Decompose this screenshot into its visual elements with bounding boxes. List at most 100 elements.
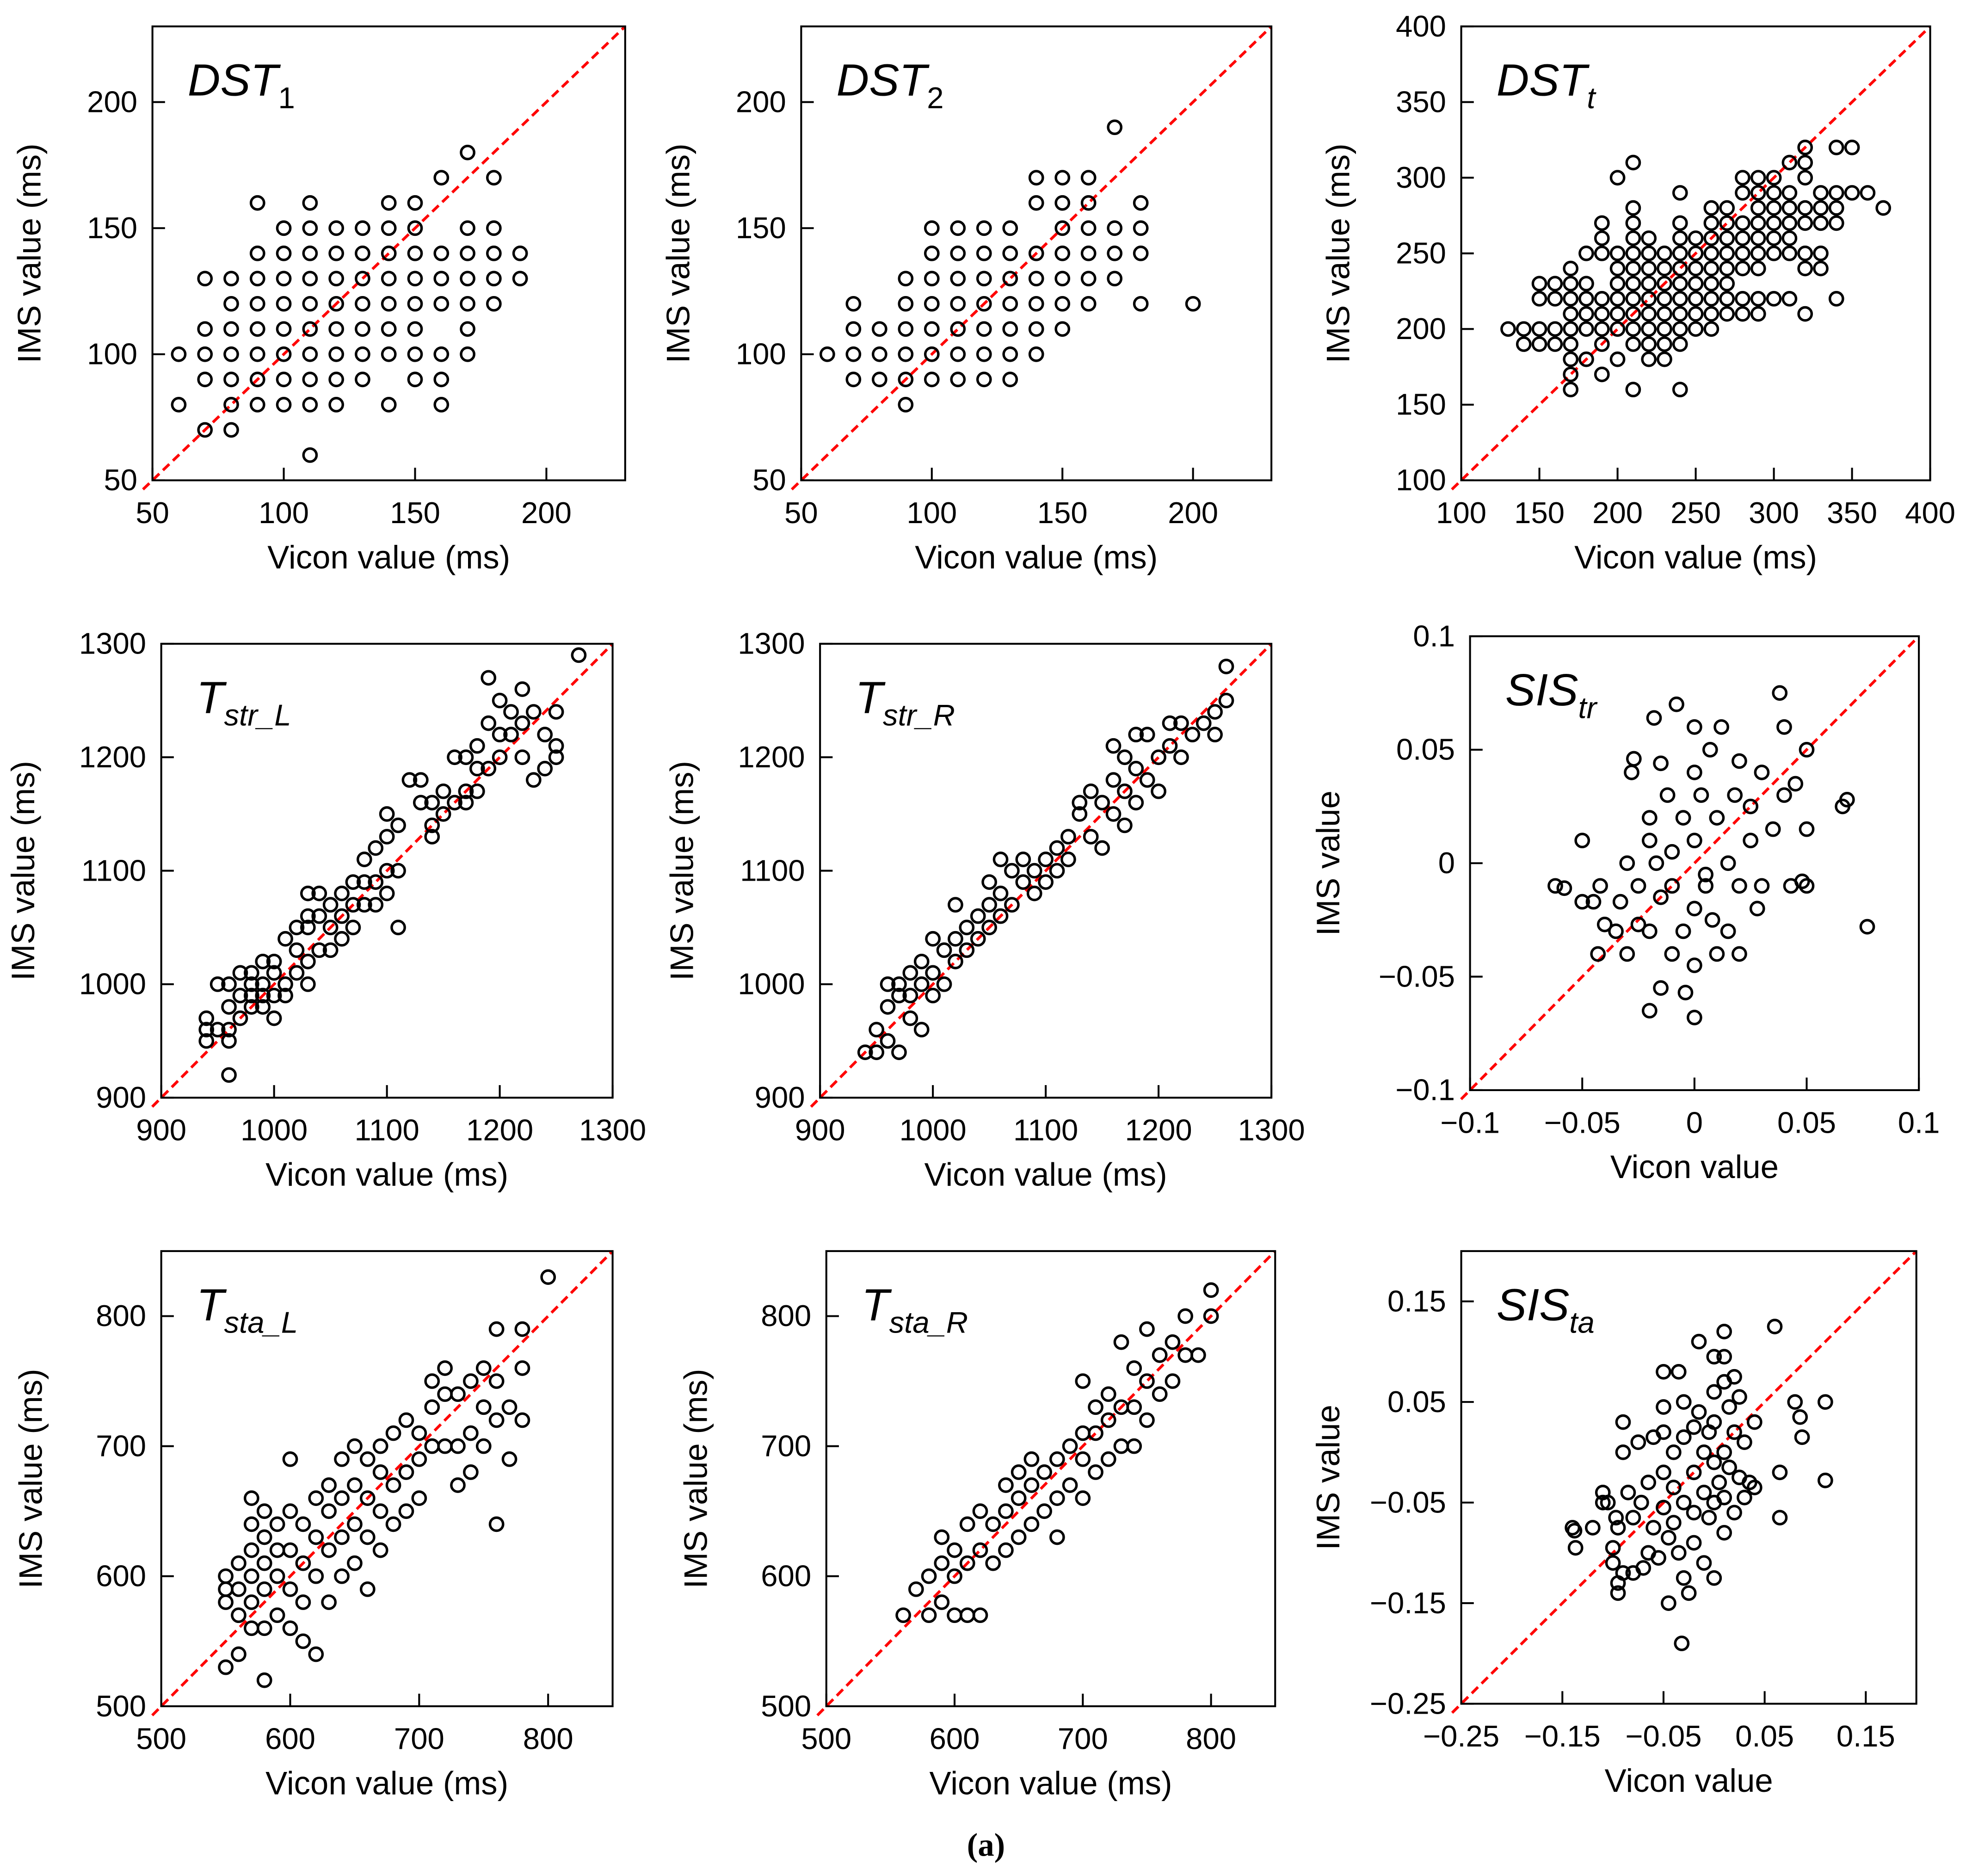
data-point	[1781, 185, 1798, 201]
data-point	[1531, 336, 1547, 352]
data-point	[1002, 220, 1018, 236]
data-point	[1177, 1347, 1194, 1363]
data-point	[1594, 291, 1610, 307]
panel-label-main: T	[197, 1279, 227, 1330]
data-point	[959, 919, 975, 936]
data-point	[1698, 866, 1713, 882]
y-tick-label: 1300	[738, 627, 805, 660]
data-point	[269, 1542, 285, 1558]
data-point	[223, 271, 239, 287]
data-point	[1787, 1394, 1803, 1410]
data-point	[1596, 916, 1613, 932]
data-point	[1080, 245, 1097, 261]
data-point	[514, 749, 530, 765]
data-point	[221, 1067, 237, 1083]
data-point	[950, 346, 966, 362]
data-point	[276, 271, 292, 287]
data-point	[1218, 692, 1234, 709]
data-point	[1698, 878, 1713, 894]
data-point	[1702, 742, 1718, 758]
data-point	[1859, 919, 1875, 935]
data-point	[407, 195, 423, 211]
x-axis-title: Vicon value (ms)	[265, 1765, 508, 1801]
data-point	[1609, 291, 1626, 307]
data-point	[1011, 1464, 1027, 1480]
data-point	[1563, 260, 1579, 277]
data-point	[959, 1555, 975, 1571]
data-point	[1054, 321, 1071, 337]
data-point	[302, 346, 318, 362]
data-point	[1732, 753, 1747, 769]
data-point	[925, 931, 941, 947]
data-point	[256, 1620, 272, 1636]
y-tick-label: 50	[752, 463, 786, 497]
data-point	[1686, 1505, 1702, 1521]
x-tick-label: −0.1	[1440, 1105, 1500, 1139]
data-point	[970, 908, 986, 924]
data-point	[1741, 1475, 1757, 1490]
data-point	[1547, 276, 1563, 292]
data-point	[486, 220, 502, 236]
data-point	[871, 346, 887, 362]
data-point	[1072, 795, 1088, 811]
x-tick-label: 0.05	[1735, 1719, 1794, 1753]
data-point	[289, 965, 305, 981]
data-point	[1162, 738, 1178, 754]
data-point	[1609, 170, 1626, 186]
data-points	[218, 1269, 556, 1688]
panel-label-subscript: sta_R	[889, 1306, 968, 1339]
panel-label-subscript: 2	[927, 81, 943, 115]
data-point	[334, 885, 350, 901]
data-point	[1672, 260, 1688, 277]
data-point	[379, 863, 395, 879]
data-point	[1657, 245, 1672, 261]
data-point	[321, 1477, 337, 1493]
data-point	[1797, 215, 1813, 231]
data-point	[1641, 230, 1657, 246]
data-point	[1677, 985, 1694, 1000]
data-point	[243, 1620, 259, 1636]
data-point	[1781, 245, 1798, 261]
data-point	[1750, 215, 1766, 231]
x-tick-label: 900	[795, 1113, 845, 1147]
data-point	[1797, 260, 1813, 277]
data-point	[1672, 276, 1688, 292]
data-point	[381, 321, 397, 337]
data-point	[243, 1542, 259, 1558]
data-point	[1656, 1500, 1671, 1516]
data-point	[948, 931, 963, 947]
data-point	[972, 1542, 988, 1558]
data-point	[249, 397, 265, 413]
data-point	[1054, 195, 1071, 211]
data-points	[1500, 139, 1892, 398]
data-point	[1566, 1523, 1583, 1539]
data-point	[1011, 1529, 1027, 1545]
data-point	[1726, 1369, 1742, 1385]
data-point	[1799, 742, 1815, 758]
data-point	[433, 371, 450, 388]
data-point	[1547, 336, 1563, 352]
data-point	[255, 976, 271, 992]
data-point	[1619, 855, 1635, 871]
data-point	[1656, 1424, 1671, 1440]
data-point	[1672, 245, 1688, 261]
data-point	[898, 346, 914, 362]
data-point	[1766, 215, 1782, 231]
data-point	[458, 749, 474, 765]
data-point	[398, 1503, 414, 1519]
data-point	[1609, 245, 1626, 261]
data-point	[218, 1659, 234, 1675]
data-point	[243, 965, 259, 981]
x-tick-label: 200	[1592, 496, 1643, 530]
data-point	[269, 1568, 285, 1584]
data-point	[256, 1581, 272, 1597]
data-point	[435, 783, 451, 799]
data-point	[385, 1516, 401, 1532]
data-point	[1766, 230, 1782, 246]
data-point	[1687, 833, 1702, 849]
data-point	[1610, 1585, 1626, 1601]
identity-line	[1451, 1250, 1917, 1714]
y-tick-label: 700	[96, 1429, 146, 1463]
data-point	[1794, 1429, 1810, 1445]
data-point	[463, 1464, 479, 1480]
